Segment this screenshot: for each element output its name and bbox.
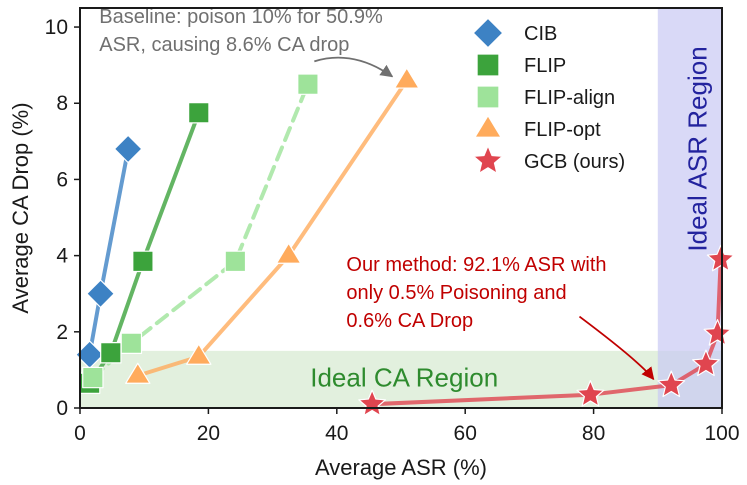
y-tick-label: 8	[56, 92, 68, 115]
x-tick-label: 20	[197, 422, 220, 445]
annotation-baseline-arrow	[314, 56, 394, 78]
legend-label-gcb-ours: GCB (ours)	[524, 151, 625, 173]
data-point-flip	[188, 102, 210, 124]
ticks: 0 20 40 60 80 100 0 2 4 6 8 10	[45, 16, 740, 445]
plot-frame	[79, 7, 723, 409]
data-point-flip-opt	[186, 343, 212, 365]
legend-marker-flip	[476, 53, 500, 77]
annotation-ours-line: Our method: 92.1% ASR with	[346, 254, 606, 276]
data-point-flip	[100, 342, 122, 364]
data-point-flip-align	[297, 73, 319, 95]
data-point-flip-align	[120, 332, 143, 354]
region-label-ideal-ca-region: Ideal CA Region	[310, 362, 498, 392]
region-label-ideal-asr-region: Ideal ASR Region	[682, 46, 712, 251]
x-axis-label: Average ASR (%)	[315, 455, 487, 480]
y-tick-label: 10	[45, 16, 68, 39]
x-tick-label: 0	[74, 422, 86, 445]
data-point-flip-opt	[394, 67, 420, 89]
data-point-flip	[132, 250, 154, 273]
data-point-flip-align	[82, 366, 104, 389]
legend-label-flip-align: FLIP-align	[524, 87, 615, 109]
x-tick-label: 60	[454, 422, 477, 445]
data-point-gcb-ours	[657, 370, 686, 398]
legend-label-flip: FLIP	[524, 55, 566, 77]
data-point-flip-align	[224, 250, 247, 273]
y-tick-label: 0	[56, 397, 68, 420]
legend: CIB FLIP FLIP-align FLIP-opt GCB (ours)	[472, 17, 625, 174]
region-labels: Ideal CA Region Ideal ASR Region	[310, 46, 712, 392]
annotations: Baseline: poison 10% for 50.9% ASR, causi…	[99, 6, 655, 381]
series-markers	[75, 67, 735, 417]
y-tick-label: 2	[56, 321, 68, 344]
data-point-gcb-ours	[576, 380, 605, 407]
x-tick-label: 100	[704, 422, 739, 445]
series-line-flip-opt	[135, 78, 409, 378]
y-tick-label: 6	[56, 168, 68, 191]
annotation-baseline-line: Baseline: poison 10% for 50.9%	[99, 6, 383, 28]
regions	[80, 8, 722, 408]
annotation-ours-arrow	[578, 315, 655, 381]
data-point-gcb-ours	[691, 349, 720, 377]
annotation-ours-line: only 0.5% Poisoning and	[346, 282, 566, 304]
data-point-flip-opt	[275, 242, 302, 264]
legend-marker-cib	[472, 17, 504, 49]
legend-label-flip-opt: FLIP-opt	[524, 119, 601, 141]
data-point-cib	[113, 134, 143, 164]
y-tick-label: 4	[56, 245, 68, 268]
legend-marker-flip-opt	[474, 115, 502, 138]
legend-marker-flip-align	[476, 85, 500, 109]
data-point-gcb-ours	[703, 319, 732, 346]
data-point-cib	[86, 279, 115, 308]
data-point-flip-opt	[125, 362, 151, 384]
x-tick-label: 80	[582, 422, 605, 445]
y-axis-label: Average CA Drop (%)	[8, 102, 33, 313]
data-point-gcb-ours	[358, 389, 387, 417]
annotation-baseline-line: ASR, causing 8.6% CA drop	[99, 34, 349, 56]
annotation-ours-line: 0.6% CA Drop	[346, 310, 473, 332]
legend-marker-gcb-ours	[473, 145, 503, 174]
x-tick-label: 40	[325, 422, 348, 445]
legend-label-cib: CIB	[524, 23, 557, 45]
data-point-gcb-ours	[706, 244, 735, 272]
